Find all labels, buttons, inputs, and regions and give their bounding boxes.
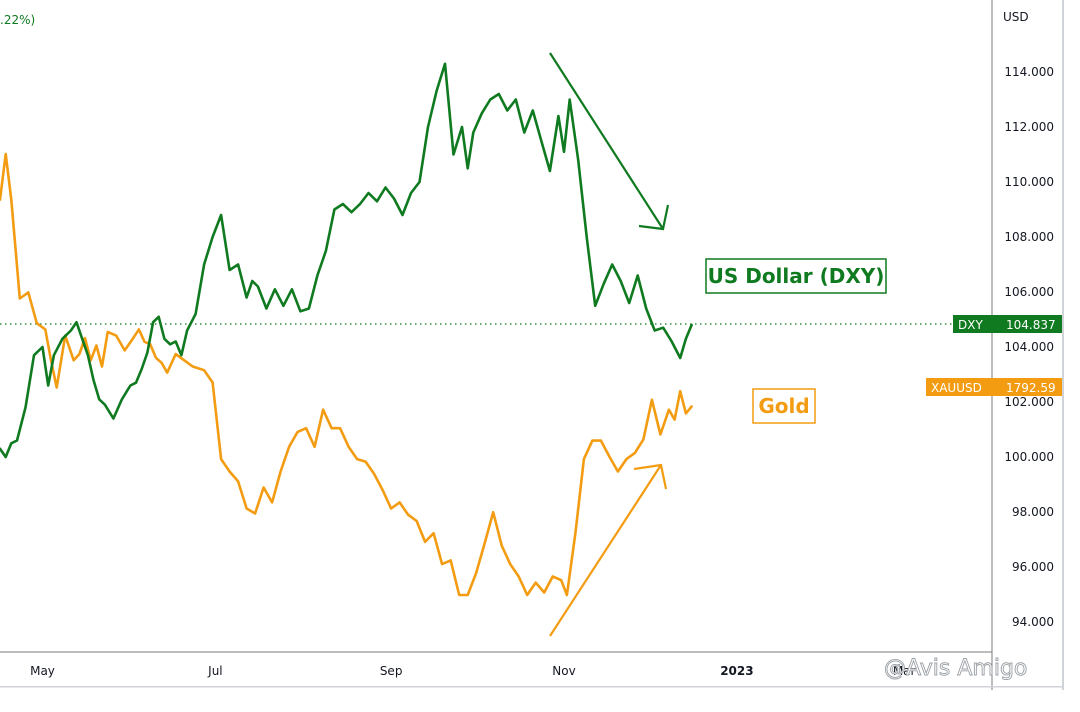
dxy-label-text: US Dollar (DXY) xyxy=(708,264,885,288)
dxy-label-box: US Dollar (DXY) xyxy=(705,258,887,294)
dxy-price-tag: DXY 104.837 xyxy=(953,315,1062,333)
trend-arrows xyxy=(549,52,670,637)
price-tick-label: 112.000 xyxy=(1004,120,1054,134)
price-tick-label: 100.000 xyxy=(1004,450,1054,464)
time-axis xyxy=(0,0,1064,690)
price-tick-label: 108.000 xyxy=(1004,230,1054,244)
top-left-change-fragment: .22%) xyxy=(0,13,35,27)
price-tick-label: 98.000 xyxy=(1012,505,1054,519)
chart-frame-right xyxy=(1062,0,1064,690)
xauusd-price-tag: XAUUSD 1792.59 xyxy=(926,378,1062,396)
price-axis-unit: USD xyxy=(1003,10,1029,24)
chart-frame-bottom xyxy=(0,686,1064,688)
price-axis-ticks: 94.000 96.000 98.000 100.000 102.000 104.000 1… xyxy=(1004,65,1054,629)
price-tags: DXY 104.837 XAUUSD 1792.59 xyxy=(926,315,1062,396)
price-tick-label: 102.000 xyxy=(1004,395,1054,409)
time-tick-label: Mar xyxy=(893,664,916,678)
price-tick-label: 110.000 xyxy=(1004,175,1054,189)
xauusd-price-tag-value: 1792.59 xyxy=(1006,381,1056,395)
dxy-price-tag-bg xyxy=(953,315,1062,333)
price-tick-label: 94.000 xyxy=(1012,615,1054,629)
dxy-price-tag-name: DXY xyxy=(958,318,983,332)
time-tick-label: Sep xyxy=(380,664,403,678)
xauusd-price-tag-bg xyxy=(926,378,1062,396)
price-tick-label: 104.000 xyxy=(1004,340,1054,354)
series-layer xyxy=(0,62,953,597)
gold-label-text: Gold xyxy=(758,394,809,418)
dxy-series-line xyxy=(0,62,693,459)
dxy-price-tag-value: 104.837 xyxy=(1006,318,1056,332)
dxy-down-arrow-head xyxy=(638,204,670,231)
time-tick-label: 2023 xyxy=(720,664,753,678)
gold-up-arrow-shaft xyxy=(549,464,662,637)
price-tick-label: 106.000 xyxy=(1004,285,1054,299)
watermark: @Avis Amigo xyxy=(884,656,1027,681)
gold-up-arrow-head xyxy=(633,463,668,490)
time-tick-label: Nov xyxy=(552,664,575,678)
time-tick-label: Jul xyxy=(207,664,222,678)
price-tick-label: 96.000 xyxy=(1012,560,1054,574)
price-tick-label: 114.000 xyxy=(1004,65,1054,79)
xauusd-series-line xyxy=(0,152,693,597)
dxy-down-arrow-shaft xyxy=(549,52,664,230)
gold-label-box: Gold xyxy=(752,388,816,424)
time-tick-label: May xyxy=(30,664,55,678)
series-annotations: US Dollar (DXY) Gold xyxy=(705,258,887,424)
xauusd-price-tag-name: XAUUSD xyxy=(931,381,982,395)
time-axis-ticks: May Jul Sep Nov 2023 Mar xyxy=(30,664,915,678)
